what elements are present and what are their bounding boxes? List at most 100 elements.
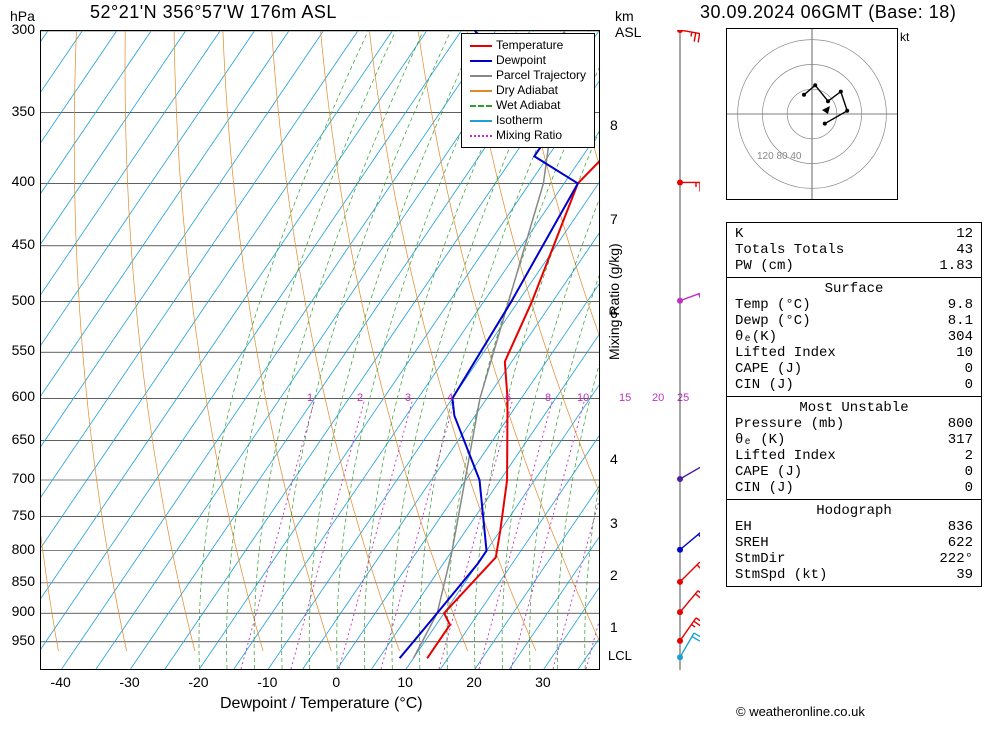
param-key: Pressure (mb) <box>735 416 844 432</box>
skewt-diagram: TemperatureDewpointParcel TrajectoryDry … <box>40 30 600 670</box>
temp-tick: 0 <box>316 674 356 690</box>
mixing-ratio-label: 1 <box>307 392 313 404</box>
param-key: CAPE (J) <box>735 464 802 480</box>
svg-text:120 80 40: 120 80 40 <box>757 151 802 162</box>
legend-label: Mixing Ratio <box>496 128 562 143</box>
param-value: 1.83 <box>939 258 973 274</box>
param-value: 2 <box>965 448 973 464</box>
pressure-tick: 800 <box>0 541 35 557</box>
param-value: 0 <box>965 361 973 377</box>
param-key: Dewp (°C) <box>735 313 811 329</box>
pressure-tick: 350 <box>0 103 35 119</box>
mixing-ratio-label: 15 <box>619 392 631 404</box>
param-row: CAPE (J)0 <box>735 361 973 377</box>
param-row: CIN (J) 0 <box>735 480 973 496</box>
param-value: 43 <box>956 242 973 258</box>
param-row: Lifted Index10 <box>735 345 973 361</box>
param-row: θₑ (K) 317 <box>735 432 973 448</box>
pressure-tick: 550 <box>0 342 35 358</box>
mixing-ratio-label: 4 <box>447 392 453 404</box>
param-key: StmDir <box>735 551 785 567</box>
param-key: CIN (J) <box>735 480 794 496</box>
copyright-text: © weatheronline.co.uk <box>736 704 865 719</box>
param-key: Totals Totals <box>735 242 844 258</box>
altitude-tick: 1 <box>610 619 618 635</box>
param-key: θₑ (K) <box>735 432 785 448</box>
param-value: 8.1 <box>948 313 973 329</box>
param-key: Temp (°C) <box>735 297 811 313</box>
legend-label: Dry Adiabat <box>496 83 558 98</box>
param-value: 12 <box>956 226 973 242</box>
param-key: K <box>735 226 743 242</box>
temp-tick: 30 <box>523 674 563 690</box>
mixing-ratio-label: 2 <box>357 392 363 404</box>
param-row: SREH622 <box>735 535 973 551</box>
legend-item: Parcel Trajectory <box>470 68 586 83</box>
param-row: Lifted Index 2 <box>735 448 973 464</box>
param-value: 317 <box>948 432 973 448</box>
altitude-axis-label: km ASL <box>615 8 655 40</box>
param-key: PW (cm) <box>735 258 794 274</box>
pressure-tick: 600 <box>0 388 35 404</box>
param-value: 0 <box>965 480 973 496</box>
parameters-panel: K 12 Totals Totals 43 PW (cm) 1.83 SurfaceTem… <box>726 222 982 587</box>
param-row: StmDir222° <box>735 551 973 567</box>
param-row: θₑ(K)304 <box>735 329 973 345</box>
param-row: Dewp (°C) 8.1 <box>735 313 973 329</box>
most-unstable-header: Most Unstable <box>735 400 973 416</box>
pressure-tick: 900 <box>0 603 35 619</box>
param-value: 0 <box>965 377 973 393</box>
hodograph: 120 80 40 <box>726 28 898 200</box>
param-row: K 12 <box>735 226 973 242</box>
param-row: Totals Totals 43 <box>735 242 973 258</box>
mixing-ratio-label: 6 <box>505 392 511 404</box>
altitude-tick: 2 <box>610 567 618 583</box>
altitude-tick: 6 <box>610 305 618 321</box>
mixing-ratio-label: 8 <box>545 392 551 404</box>
location-title: 52°21'N 356°57'W 176m ASL <box>90 2 337 23</box>
legend-label: Wet Adiabat <box>496 98 561 113</box>
pressure-tick: 700 <box>0 470 35 486</box>
legend-item: Dewpoint <box>470 53 586 68</box>
datetime-title: 30.09.2024 06GMT (Base: 18) <box>700 2 956 23</box>
param-value: 9.8 <box>948 297 973 313</box>
skewt-page: 52°21'N 356°57'W 176m ASL 30.09.2024 06G… <box>0 0 1000 733</box>
temp-tick: 20 <box>454 674 494 690</box>
param-value: 800 <box>948 416 973 432</box>
param-row: Temp (°C) 9.8 <box>735 297 973 313</box>
temp-tick: -40 <box>41 674 81 690</box>
param-row: PW (cm) 1.83 <box>735 258 973 274</box>
param-key: Lifted Index <box>735 448 836 464</box>
lcl-label: LCL <box>608 648 632 663</box>
pressure-tick: 500 <box>0 292 35 308</box>
param-value: 39 <box>956 567 973 583</box>
legend-item: Temperature <box>470 38 586 53</box>
temp-tick: 10 <box>385 674 425 690</box>
param-row: StmSpd (kt) 39 <box>735 567 973 583</box>
pressure-tick: 450 <box>0 236 35 252</box>
param-value: 836 <box>948 519 973 535</box>
pressure-tick: 400 <box>0 173 35 189</box>
param-row: EH 836 <box>735 519 973 535</box>
param-value: 622 <box>948 535 973 551</box>
pressure-tick: 950 <box>0 632 35 648</box>
hodograph-unit: kt <box>900 30 909 44</box>
temp-tick: -10 <box>247 674 287 690</box>
hodograph-header: Hodograph <box>735 503 973 519</box>
param-key: EH <box>735 519 752 535</box>
param-value: 304 <box>948 329 973 345</box>
legend-item: Dry Adiabat <box>470 83 586 98</box>
temp-axis-label: Dewpoint / Temperature (°C) <box>220 695 423 713</box>
mixing-axis-label: Mixing Ratio (g/kg) <box>606 243 622 360</box>
pressure-tick: 300 <box>0 21 35 37</box>
param-value: 10 <box>956 345 973 361</box>
param-value: 0 <box>965 464 973 480</box>
legend-item: Wet Adiabat <box>470 98 586 113</box>
param-key: StmSpd (kt) <box>735 567 827 583</box>
pressure-tick: 650 <box>0 431 35 447</box>
wind-barb-column <box>660 30 700 670</box>
param-row: CIN (J)0 <box>735 377 973 393</box>
legend-item: Isotherm <box>470 113 586 128</box>
legend-box: TemperatureDewpointParcel TrajectoryDry … <box>461 33 595 148</box>
surface-header: Surface <box>735 281 973 297</box>
